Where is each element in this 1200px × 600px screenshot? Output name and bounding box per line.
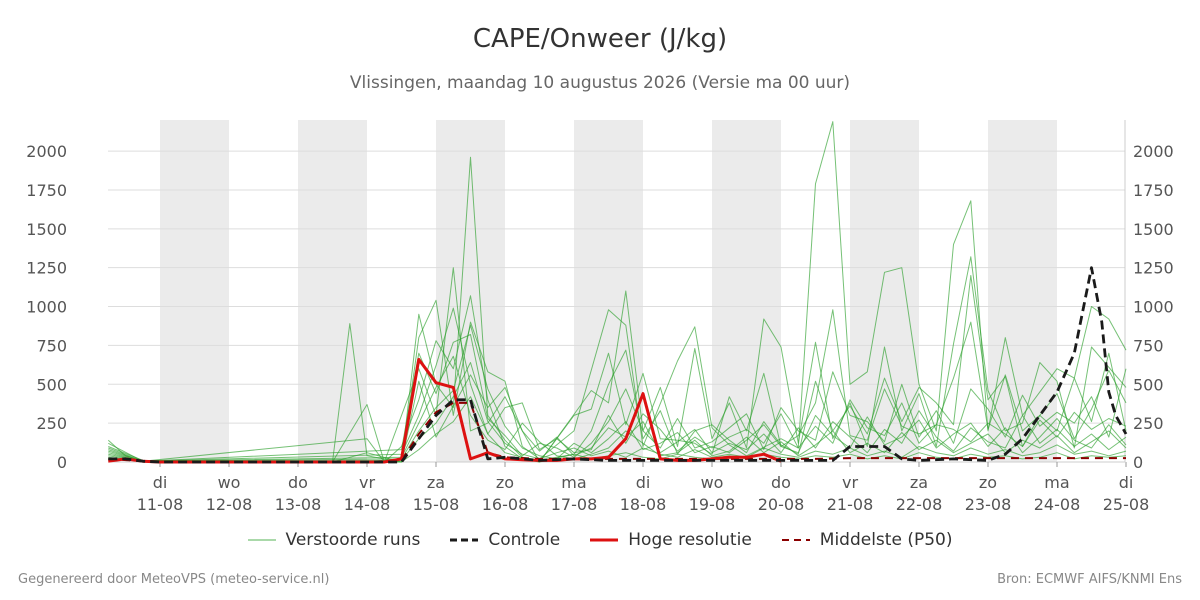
series-control [108, 266, 1128, 464]
x-tick-date-14: 25-08 [1103, 495, 1150, 514]
y-tick-left-500: 500 [36, 375, 67, 394]
ensemble-run-4 [108, 334, 1127, 462]
y-tick-right-0: 0 [1133, 453, 1143, 472]
legend-swatch-median [781, 539, 810, 541]
y-tick-right-250: 250 [1133, 414, 1164, 433]
shaded-band-3 [574, 120, 643, 462]
x-tick-day-10: vr [842, 473, 858, 492]
x-tick-date-2: 13-08 [275, 495, 322, 514]
x-tick-day-2: do [288, 473, 308, 492]
x-tick-date-4: 15-08 [413, 495, 460, 514]
x-tick-date-6: 17-08 [551, 495, 598, 514]
legend-label-ensemble: Verstoorde runs [285, 530, 421, 550]
legend-item-high-res[interactable]: Hoge resolutie [590, 530, 752, 550]
y-tick-right-1750: 1750 [1133, 181, 1174, 200]
shaded-band-5 [850, 120, 919, 462]
legend-swatch-high-res [590, 538, 619, 542]
y-tick-left-750: 750 [36, 336, 67, 355]
x-tick-day-5: zo [496, 473, 514, 492]
x-tick-date-10: 21-08 [827, 495, 874, 514]
x-tick-date-13: 24-08 [1034, 495, 1081, 514]
x-tick-day-13: ma [1044, 473, 1069, 492]
x-tick-date-8: 19-08 [689, 495, 736, 514]
x-tick-day-8: wo [701, 473, 724, 492]
x-tick-date-1: 12-08 [206, 495, 253, 514]
legend-swatch-control [450, 538, 479, 542]
footer-credit: Gegenereerd door MeteoVPS (meteo-service… [18, 572, 330, 587]
ensemble-run-1 [108, 256, 1127, 463]
shaded-band-2 [436, 120, 505, 462]
legend-label-control: Controle [488, 530, 561, 550]
y-tick-left-1250: 1250 [26, 259, 67, 278]
y-tick-left-250: 250 [36, 414, 67, 433]
x-tick-date-5: 16-08 [482, 495, 529, 514]
shaded-band-4 [712, 120, 781, 462]
shaded-band-6 [988, 120, 1057, 462]
x-tick-date-11: 22-08 [896, 495, 943, 514]
legend-swatch-ensemble [247, 539, 276, 541]
chart-subtitle: Vlissingen, maandag 10 augustus 2026 (Ve… [349, 73, 851, 93]
x-tick-day-1: wo [218, 473, 241, 492]
x-tick-day-9: do [771, 473, 791, 492]
x-tick-date-3: 14-08 [344, 495, 391, 514]
y-tick-right-750: 750 [1133, 336, 1164, 355]
footer-source: Bron: ECMWF AIFS/KNMI Ens [997, 572, 1182, 587]
legend-label-high-res: Hoge resolutie [628, 530, 752, 550]
legend-label-median: Middelste (P50) [819, 530, 953, 550]
x-tick-day-0: di [153, 473, 168, 492]
y-tick-right-1000: 1000 [1133, 298, 1174, 317]
y-tick-left-1500: 1500 [26, 220, 67, 239]
x-tick-date-7: 18-08 [620, 495, 667, 514]
chart-title: CAPE/Onweer (J/kg) [472, 24, 728, 54]
shaded-band-0 [160, 120, 229, 462]
x-tick-day-3: vr [359, 473, 375, 492]
ensemble-run-0 [107, 121, 1127, 463]
y-tick-right-1250: 1250 [1133, 259, 1174, 278]
x-tick-date-12: 23-08 [965, 495, 1012, 514]
y-tick-left-2000: 2000 [26, 142, 67, 161]
cape-chart: 0 0 250 250 500 500 750 750 1000 1000 1250 1250 1500… [26, 120, 1174, 514]
x-tick-day-14: di [1119, 473, 1134, 492]
ensemble-run-5 [108, 307, 1127, 462]
x-tick-date-9: 20-08 [758, 495, 805, 514]
legend-item-median[interactable]: Middelste (P50) [781, 530, 953, 550]
y-tick-right-2000: 2000 [1133, 142, 1174, 161]
x-tick-day-7: di [636, 473, 651, 492]
y-tick-left-1000: 1000 [26, 298, 67, 317]
x-tick-day-11: za [910, 473, 928, 492]
ensemble-run-8 [108, 355, 1127, 462]
shaded-band-1 [298, 120, 367, 462]
y-tick-left-0: 0 [57, 453, 67, 472]
x-tick-day-4: za [427, 473, 445, 492]
y-tick-right-1500: 1500 [1133, 220, 1174, 239]
y-tick-right-500: 500 [1133, 375, 1164, 394]
x-tick-day-6: ma [561, 473, 586, 492]
legend-item-ensemble[interactable]: Verstoorde runs [247, 530, 421, 550]
x-tick-day-12: zo [979, 473, 997, 492]
y-tick-left-1750: 1750 [26, 181, 67, 200]
legend-item-control[interactable]: Controle [450, 530, 560, 550]
ensemble-run-2 [108, 156, 1127, 463]
x-tick-date-0: 11-08 [137, 495, 184, 514]
chart-legend: Verstoorde runs Controle Hoge resolutie … [0, 530, 1200, 550]
